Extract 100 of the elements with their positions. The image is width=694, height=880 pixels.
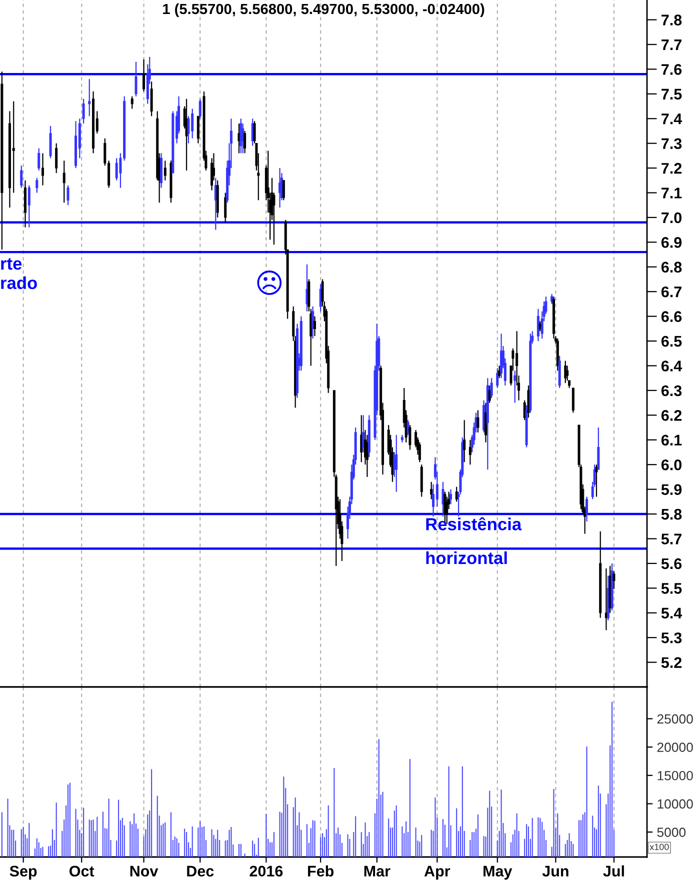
y-tick-label: 10000 (658, 799, 693, 809)
candlestick (55, 142, 58, 174)
candlestick (432, 484, 435, 518)
x-tick-label: Apr (424, 866, 450, 880)
candlestick (164, 160, 166, 181)
annotation: ☹ (257, 270, 282, 295)
candlestick (406, 420, 410, 436)
candlestick (224, 192, 227, 223)
candlestick (468, 439, 472, 466)
x-tick-label: Oct (70, 866, 94, 877)
y-tick-label: 5.2 (661, 657, 682, 668)
y-tick-label: 5.5 (661, 583, 682, 594)
x-tick-label: Sep (10, 866, 37, 880)
candlestick (362, 414, 365, 453)
candlestick (244, 130, 246, 154)
candlestick (496, 368, 499, 389)
candlestick (488, 384, 491, 404)
x-tick-label: Dec (187, 866, 214, 877)
y-tick-label: 6.6 (661, 311, 682, 322)
candlestick (314, 316, 316, 337)
y-tick-label: 7.5 (662, 88, 682, 100)
candlestick (476, 410, 480, 434)
y-tick-label: 5.8 (661, 508, 682, 520)
candlestick (198, 98, 202, 120)
candlestick (612, 570, 616, 590)
x-tick-label: Jun (542, 866, 568, 877)
candlestick (134, 61, 138, 97)
candlestick (597, 426, 600, 470)
annotation: rte rado (1, 258, 37, 290)
y-tick-label: 6.9 (661, 237, 682, 248)
y-tick-label: 25000 (657, 714, 693, 724)
y-tick-label: 6.4 (661, 360, 682, 372)
candlestick (12, 100, 15, 194)
y-tick-label: 5.3 (661, 632, 682, 644)
y-tick-label: 5.6 (661, 558, 682, 570)
y-tick-label: 5.7 (661, 534, 682, 544)
candlestick (240, 118, 242, 154)
y-tick-label: 5000 (657, 828, 686, 837)
candlestick (88, 78, 91, 117)
candlestick (282, 180, 285, 201)
y-tick-label: 7.6 (662, 64, 682, 75)
candlestick (550, 294, 554, 305)
y-tick-label: 7.8 (662, 14, 682, 26)
candlestick (366, 434, 368, 478)
candlestick (430, 481, 433, 500)
candlestick (130, 96, 134, 110)
y-tick-label: 7.7 (662, 40, 682, 50)
candlestick (20, 165, 23, 188)
x-tick-label: May (484, 866, 512, 880)
y-tick-label: 6.2 (661, 410, 682, 421)
candlestick (498, 365, 501, 379)
x-tick-label: Jul (603, 865, 624, 877)
y-tick-label: 7.4 (662, 114, 682, 124)
text: Resistência horizontal (426, 517, 522, 564)
candlestick (62, 160, 66, 204)
text: x100 (650, 844, 669, 850)
candlestick (191, 108, 194, 139)
y-tick-label: 5.9 (661, 484, 682, 495)
candlestick (418, 442, 421, 463)
candlestick (28, 184, 30, 228)
y-tick-label: 7.0 (662, 212, 682, 224)
y-tick-label: 7.2 (662, 162, 682, 174)
candlestick (395, 434, 398, 492)
candlestick (187, 116, 190, 144)
candlestick (514, 370, 516, 404)
y-tick-label: 7.3 (662, 138, 682, 150)
candlestick (442, 481, 444, 518)
candlestick (66, 184, 70, 206)
chart-title: 1 (5.55700, 5.56800, 5.49700, 5.53000, -0.02400) (163, 3, 484, 18)
candlestick (115, 158, 118, 181)
y-tick-label: 7.1 (662, 188, 682, 198)
y-tick-label: 5.4 (661, 608, 682, 619)
candlestick (463, 420, 466, 463)
candlestick (36, 177, 38, 194)
x-tick-label: 2016 (250, 866, 283, 877)
candlestick (82, 98, 85, 124)
candlestick (142, 58, 146, 92)
y-tick-label: 6.3 (661, 385, 682, 396)
x-tick-label: Mar (364, 866, 390, 877)
candlestick (49, 125, 52, 159)
y-tick-label: 20000 (657, 742, 693, 752)
y-tick-label: 6.5 (661, 336, 682, 347)
candlestick (196, 116, 200, 144)
y-tick-label: 6.8 (661, 262, 682, 273)
x-tick-label: Nov (130, 866, 158, 877)
y-tick-label: 6.1 (661, 434, 682, 446)
y-tick-label: 6.0 (661, 459, 682, 470)
candlestick (38, 148, 40, 172)
y-tick-label: 15000 (658, 770, 693, 780)
candlestick (150, 80, 153, 117)
y-tick-label: 6.7 (661, 286, 682, 298)
candlestick (595, 464, 598, 498)
candlestick (450, 488, 452, 505)
x-tick-label: Feb (308, 865, 334, 877)
candlestick (586, 496, 588, 522)
candlestick (484, 402, 487, 443)
candlestick (572, 387, 574, 414)
candlestick (41, 152, 44, 186)
candlestick (536, 308, 540, 342)
candlestick (564, 360, 567, 384)
